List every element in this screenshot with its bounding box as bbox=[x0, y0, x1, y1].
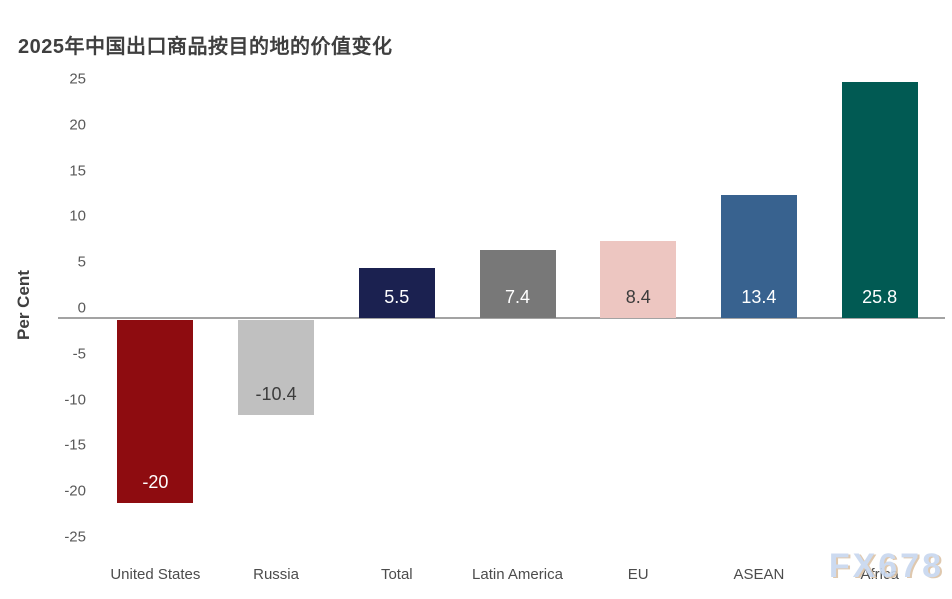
bar-value-label: 8.4 bbox=[625, 286, 651, 307]
x-axis-label: Latin America bbox=[472, 566, 563, 583]
bar-united-states: -20 bbox=[117, 320, 194, 504]
y-tick-label: -20 bbox=[64, 482, 86, 500]
bar-value-label: 13.4 bbox=[741, 286, 777, 307]
bar-latin-america: 7.4 bbox=[479, 250, 556, 318]
y-tick-label: 10 bbox=[69, 207, 86, 225]
x-axis-label: Russia bbox=[253, 566, 299, 583]
x-axis-label: Total bbox=[380, 566, 413, 583]
x-axis-label: EU bbox=[627, 566, 649, 583]
y-tick-label: 5 bbox=[77, 253, 86, 271]
bar-value-label: 7.4 bbox=[504, 286, 531, 307]
watermark: FX678 bbox=[828, 547, 944, 585]
bar-africa: 25.8 bbox=[841, 81, 918, 318]
y-axis-title: Per Cent bbox=[14, 270, 33, 340]
plot-area: -20 -10.4 5.5 7.4 8.4 13.4 25.8 bbox=[95, 81, 940, 547]
bar-russia: -10.4 bbox=[238, 320, 315, 416]
y-tick-label: 20 bbox=[69, 116, 86, 134]
y-tick-label: 25 bbox=[69, 70, 86, 88]
chart-title: 2025年中国出口商品按目的地的价值变化 bbox=[18, 36, 393, 58]
bar-value-label: 25.8 bbox=[862, 287, 898, 307]
bar-total: 5.5 bbox=[358, 267, 435, 318]
x-axis-label: ASEAN bbox=[733, 566, 785, 583]
y-tick-label: -25 bbox=[64, 528, 86, 546]
y-tick-label: -15 bbox=[64, 436, 86, 454]
bar-value-label: 5.5 bbox=[384, 286, 410, 307]
y-tick-label: -5 bbox=[72, 345, 86, 363]
y-tick-label: 0 bbox=[77, 299, 86, 317]
bar-asean: 13.4 bbox=[720, 195, 797, 318]
bar-value-label: -20 bbox=[142, 472, 169, 493]
bar-value-label: -10.4 bbox=[255, 384, 297, 405]
x-axis-label: Africa bbox=[860, 566, 899, 583]
zero-axis-line bbox=[58, 317, 945, 319]
bar-eu: 8.4 bbox=[600, 241, 677, 318]
y-tick-label: 15 bbox=[69, 162, 86, 180]
x-axis-label: United States bbox=[110, 566, 201, 583]
y-tick-label: -10 bbox=[64, 391, 86, 409]
